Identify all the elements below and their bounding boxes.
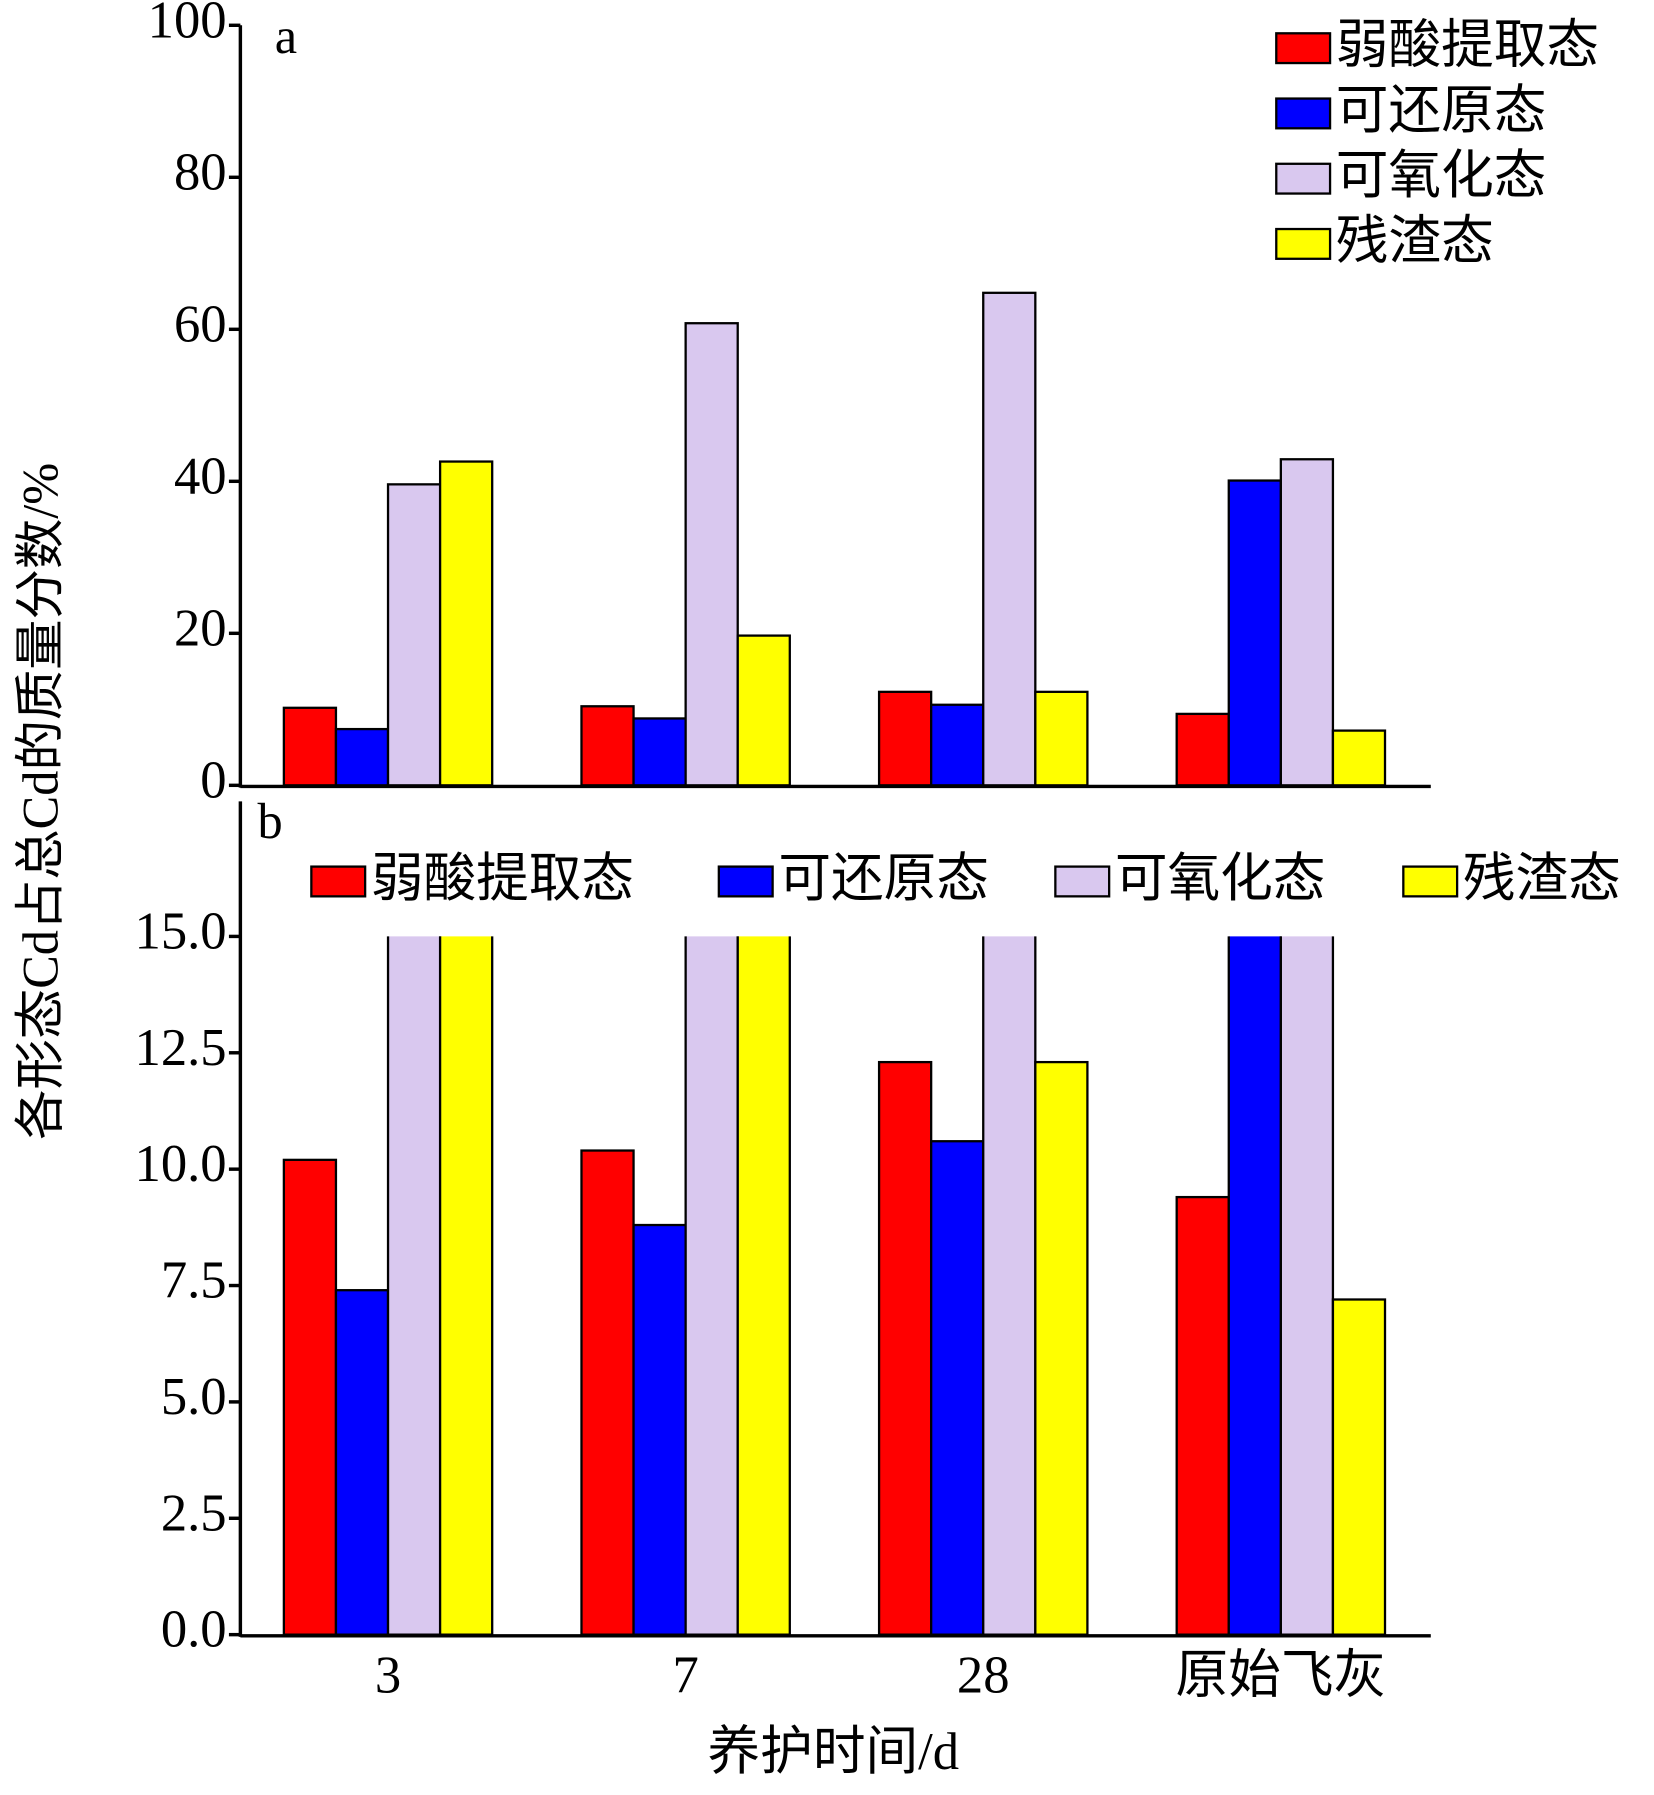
- bar: [1331, 1298, 1387, 1636]
- bar: [1227, 479, 1282, 787]
- bar: [1331, 729, 1387, 787]
- y-tick-label: 7.5: [161, 1252, 227, 1310]
- x-axis-label: 养护时间/d: [708, 1723, 960, 1781]
- y-tick-label: 5.0: [161, 1368, 227, 1426]
- legend-label: 可氧化态: [1115, 850, 1326, 908]
- legend-swatch: [717, 865, 774, 898]
- legend-swatch: [1275, 32, 1332, 65]
- bar: [282, 706, 338, 787]
- bar: [438, 460, 494, 787]
- y-tick-label: 100: [148, 0, 227, 49]
- y-axis-label: 各形态Cd占总Cd的质量分数/%: [12, 463, 68, 1140]
- bar: [877, 690, 933, 787]
- bar: [438, 936, 494, 1636]
- bar: [386, 936, 442, 1636]
- bar: [580, 705, 635, 787]
- legend-label: 可还原态: [1336, 82, 1547, 140]
- legend-swatch: [1402, 865, 1459, 898]
- y-tick-label: 0: [200, 751, 226, 809]
- legend-label: 可还原态: [778, 850, 989, 908]
- bar: [684, 936, 739, 1636]
- y-tick-label: 60: [174, 295, 227, 353]
- legend-swatch: [1275, 227, 1332, 260]
- legend-label: 残渣态: [1336, 212, 1494, 270]
- bar: [930, 1140, 985, 1636]
- bar: [1034, 690, 1089, 787]
- bar: [334, 727, 390, 787]
- panel-label: a: [275, 8, 297, 64]
- bar: [1034, 1060, 1089, 1636]
- y-tick-label: 20: [174, 599, 227, 657]
- bar: [580, 1149, 635, 1636]
- bar: [736, 936, 791, 1636]
- bar: [736, 634, 791, 787]
- bar: [1279, 458, 1335, 787]
- x-tick-label: 28: [957, 1647, 1010, 1705]
- bar: [1175, 1195, 1230, 1636]
- y-tick-label: 40: [174, 447, 227, 505]
- bar: [930, 703, 985, 787]
- legend-swatch: [1275, 97, 1332, 130]
- y-tick-label: 0.0: [161, 1601, 227, 1659]
- bar: [282, 1158, 338, 1636]
- y-tick-label: 2.5: [161, 1484, 227, 1542]
- legend-swatch: [1054, 865, 1111, 898]
- plot-area: [282, 291, 1387, 787]
- y-tick-label: 12.5: [135, 1019, 227, 1077]
- bar: [982, 291, 1037, 787]
- bar: [877, 1060, 933, 1636]
- bar: [334, 1289, 390, 1636]
- x-tick-label: 7: [672, 1647, 698, 1705]
- bar: [684, 322, 739, 787]
- legend-label: 残渣态: [1463, 850, 1621, 908]
- panel-label: b: [258, 793, 283, 849]
- bar: [632, 1223, 687, 1636]
- y-tick-label: 15.0: [135, 902, 227, 960]
- bar: [386, 483, 442, 787]
- legend-swatch: [310, 865, 367, 898]
- bar: [982, 936, 1037, 1636]
- x-tick-label: 原始飞灰: [1176, 1647, 1387, 1705]
- legend-label: 弱酸提取态: [1336, 17, 1599, 75]
- legend-label: 可氧化态: [1336, 147, 1547, 205]
- y-tick-label: 10.0: [135, 1135, 227, 1193]
- bar: [632, 717, 687, 787]
- x-tick-label: 3: [375, 1647, 401, 1705]
- bar: [1227, 936, 1282, 1636]
- bar: [1175, 712, 1230, 787]
- y-tick-label: 80: [174, 143, 227, 201]
- legend-label: 弱酸提取态: [371, 850, 634, 908]
- legend-swatch: [1275, 162, 1332, 195]
- plot-area: [282, 936, 1387, 1636]
